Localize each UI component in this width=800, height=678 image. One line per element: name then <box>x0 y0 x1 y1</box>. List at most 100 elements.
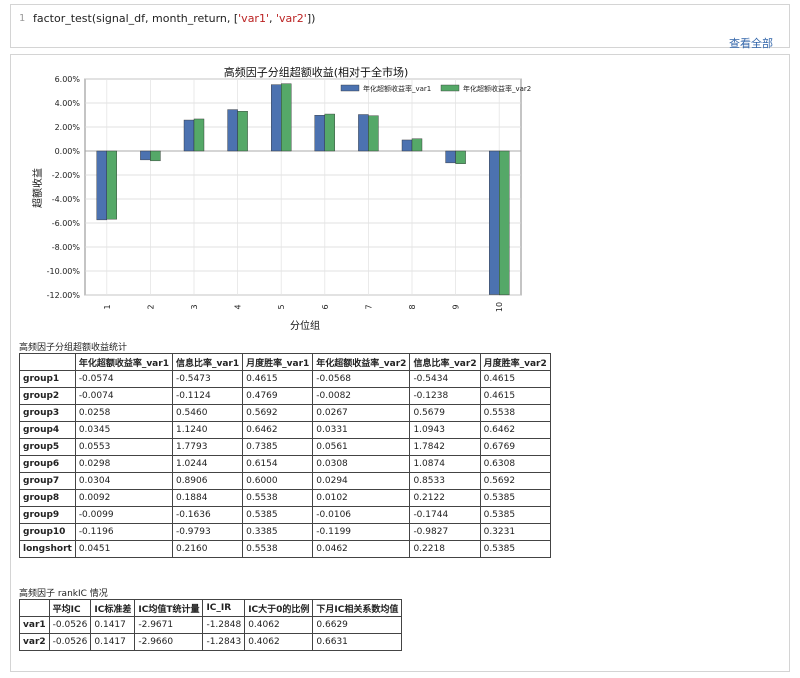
table-row: group1 -0.0574 -0.5473 0.4615 -0.0568 -0.5434… <box>19 370 551 388</box>
bar-var2-g7 <box>368 115 379 152</box>
table-row: group5 0.0553 1.7793 0.7385 0.0561 1.7842 0.67… <box>19 438 551 456</box>
y-tick-label: 6.00% <box>55 75 81 84</box>
table-cell: 1.7842 <box>409 438 481 456</box>
bar-var1-g9 <box>445 150 456 164</box>
table-cell: 0.5692 <box>242 404 314 422</box>
table-row: group10 -0.1196 -0.9793 0.3385 -0.1199 -0.982… <box>19 523 551 541</box>
rankic-table: 平均IC IC标准差 IC均值T统计量 IC_IR IC大于0的比例 下月IC相关系数均值… <box>19 599 403 651</box>
table-row: group9 -0.0099 -0.1636 0.5385 -0.0106 -0.1744… <box>19 506 551 524</box>
table1-header-cell: 信息比率_var2 <box>409 353 481 371</box>
code-arg-var1: 'var1' <box>238 12 269 25</box>
table-cell: -0.0526 <box>48 633 92 651</box>
table1-header-cell: 年化超额收益率_var2 <box>312 353 411 371</box>
y-axis-label: 超额收益 <box>31 168 44 208</box>
table2-header-cell: IC_IR <box>202 599 246 617</box>
row-header-cell: var1 <box>19 616 50 634</box>
table-row: group6 0.0298 1.0244 0.6154 0.0308 1.0874 0.63… <box>19 455 551 473</box>
table-cell: 0.0462 <box>312 540 411 558</box>
table-cell: 0.0308 <box>312 455 411 473</box>
view-all-link[interactable]: 查看全部 <box>729 37 773 50</box>
table-cell: 0.0092 <box>74 489 173 507</box>
table-cell: 0.8906 <box>171 472 244 490</box>
chart-title: 高频因子分组超额收益(相对于全市场) <box>224 65 409 79</box>
y-tick-label: -10.00% <box>47 267 81 276</box>
table-cell: 0.4062 <box>244 633 314 651</box>
bar-var2-g6 <box>324 113 335 152</box>
bar-var1-g10 <box>489 150 500 295</box>
table2-header-cell: IC标准差 <box>90 599 136 617</box>
row-header-cell: group4 <box>19 421 76 439</box>
table-cell: 0.5385 <box>479 540 551 558</box>
x-tick-label: 9 <box>452 304 461 309</box>
bar-var1-g2 <box>140 150 151 161</box>
table-cell: 0.0294 <box>312 472 411 490</box>
x-tick-label: 4 <box>234 304 243 309</box>
y-tick-label: -6.00% <box>52 219 81 228</box>
table-cell: 0.5460 <box>171 404 244 422</box>
table-cell: 0.7385 <box>242 438 314 456</box>
legend-swatch <box>440 84 460 92</box>
row-header-cell: longshort <box>19 540 76 558</box>
y-tick-label: -4.00% <box>52 195 81 204</box>
bar-var1-g8 <box>401 139 413 152</box>
table-cell: -0.1744 <box>409 506 481 524</box>
table-cell: -0.9793 <box>171 523 244 541</box>
table-cell: 0.2122 <box>409 489 481 507</box>
table-cell: 0.2218 <box>409 540 481 558</box>
code-suffix: ]) <box>306 12 316 25</box>
table-cell: -2.9671 <box>134 616 204 634</box>
row-header-cell: group8 <box>19 489 76 507</box>
table-cell: 0.5538 <box>242 540 314 558</box>
row-header-cell: group1 <box>19 370 76 388</box>
row-header-cell: group5 <box>19 438 76 456</box>
y-tick-label: -2.00% <box>52 171 81 180</box>
table-cell: -0.0106 <box>312 506 411 524</box>
x-tick-label: 3 <box>190 304 199 309</box>
table-cell: -0.9827 <box>409 523 481 541</box>
row-header-cell: group2 <box>19 387 76 405</box>
table1-header-cell: 月度胜率_var2 <box>479 353 551 371</box>
table-cell: 0.0298 <box>74 455 173 473</box>
table-cell: 1.1240 <box>171 421 244 439</box>
table-cell: 0.0451 <box>74 540 173 558</box>
table-cell: -0.5434 <box>409 370 481 388</box>
code-line[interactable]: factor_test(signal_df, month_return, ['v… <box>33 12 315 25</box>
table-cell: 0.4062 <box>244 616 314 634</box>
table-cell: 0.5385 <box>479 489 551 507</box>
code-cell[interactable]: 1 factor_test(signal_df, month_return, [… <box>10 4 790 50</box>
row-header-cell: group10 <box>19 523 76 541</box>
table2-header-cell: IC均值T统计量 <box>134 599 204 617</box>
bar-var2-g2 <box>150 150 161 162</box>
plot-frame <box>84 78 522 296</box>
table-cell: 1.7793 <box>171 438 244 456</box>
table1-header-cell <box>19 353 76 371</box>
table-cell: -0.0526 <box>48 616 92 634</box>
bar-var2-g10 <box>499 150 510 296</box>
table-cell: 0.5385 <box>242 506 314 524</box>
table-cell: 0.4769 <box>242 387 314 405</box>
table-cell: -2.9660 <box>134 633 204 651</box>
table-row: group3 0.0258 0.5460 0.5692 0.0267 0.5679 0.55… <box>19 404 551 422</box>
bar-var2-g4 <box>237 111 248 152</box>
table-cell: -0.5473 <box>171 370 244 388</box>
table1-header-cell: 信息比率_var1 <box>171 353 244 371</box>
line-number: 1 <box>19 13 26 24</box>
table-row: var2 -0.0526 0.1417 -2.9660 -1.2843 0.4062 0.6… <box>19 633 403 651</box>
table-cell: 0.5692 <box>479 472 551 490</box>
table-cell: 1.0943 <box>409 421 481 439</box>
x-tick-label: 8 <box>408 304 417 309</box>
bar-var1-g1 <box>96 150 108 221</box>
table-row: var1 -0.0526 0.1417 -2.9671 -1.2848 0.4062 0.6… <box>19 616 403 634</box>
bar-var1-g5 <box>270 84 282 152</box>
table-cell: 0.6000 <box>242 472 314 490</box>
table-cell: 0.4615 <box>479 370 551 388</box>
table-cell: -0.0074 <box>74 387 173 405</box>
x-tick-label: 10 <box>495 302 504 312</box>
table2-header-cell <box>19 599 50 617</box>
table-cell: 0.6462 <box>479 421 551 439</box>
table-cell: -0.0574 <box>74 370 173 388</box>
y-tick-label: 4.00% <box>55 99 81 108</box>
x-tick-label: 2 <box>146 304 155 309</box>
y-tick-label: 2.00% <box>55 123 81 132</box>
table-cell: 0.6769 <box>479 438 551 456</box>
